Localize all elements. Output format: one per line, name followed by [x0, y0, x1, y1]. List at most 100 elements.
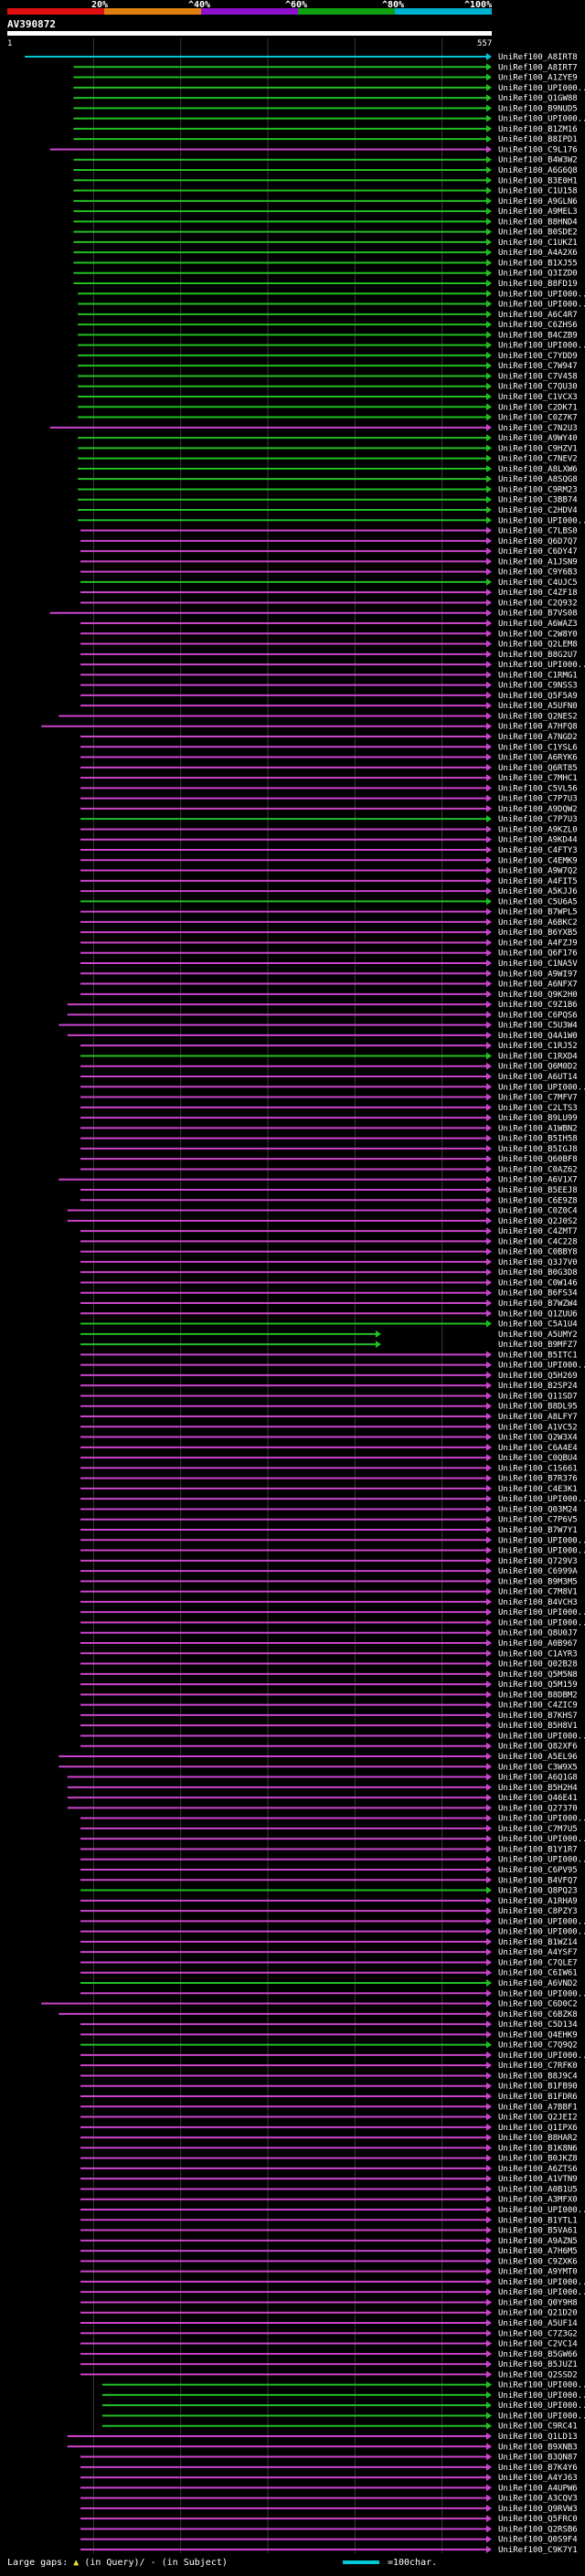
hit-label: UniRef100_Q2LEM8 — [498, 641, 578, 650]
hit-arrow — [486, 1062, 492, 1070]
hit-label: UniRef100_Q5F5A9 — [498, 692, 578, 701]
hit-arrow — [486, 1701, 492, 1709]
hit-label: UniRef100_B8FD19 — [498, 280, 578, 289]
hit-label: UniRef100_Q46E41 — [498, 1794, 578, 1803]
hit-arrow — [486, 1742, 492, 1750]
hit-label: UniRef100_Q2JEI2 — [498, 2114, 578, 2123]
hit-arrow — [486, 300, 492, 308]
hit-arrow — [486, 341, 492, 349]
hit-label: UniRef100_UPI000... — [498, 115, 585, 124]
hit-arrow — [486, 1288, 492, 1297]
hit-label: UniRef100_C0BBY8 — [498, 1248, 578, 1257]
hit-label: UniRef100_UPI000... — [498, 342, 585, 351]
legend-query-label: (in Query)/ — [84, 2558, 145, 2568]
hit-label: UniRef100_B5VA61 — [498, 2227, 578, 2236]
hit-arrow — [486, 1206, 492, 1214]
hit-arrow — [486, 1927, 492, 1935]
hit-label: UniRef100_B0G3D8 — [498, 1268, 578, 1277]
hit-arrow — [486, 1196, 492, 1204]
hit-label: UniRef100_B8DL95 — [498, 1403, 578, 1412]
hit-label: UniRef100_C8PZY3 — [498, 1907, 578, 1916]
hit-label: UniRef100_C7M8V1 — [498, 1588, 578, 1597]
hit-label: UniRef100_B5ITC1 — [498, 1351, 578, 1360]
hit-arrow — [486, 2329, 492, 2337]
hit-label: UniRef100_B1ZM16 — [498, 125, 578, 134]
hit-label: UniRef100_B7WZW4 — [498, 1299, 578, 1309]
hit-arrow — [486, 1155, 492, 1163]
hit-label: UniRef100_B5JUZ1 — [498, 2360, 578, 2369]
hit-arrow — [486, 2164, 492, 2172]
hit-label: UniRef100_B0SDE2 — [498, 228, 578, 238]
hit-arrow — [486, 1773, 492, 1781]
hit-arrow — [486, 2030, 492, 2039]
hit-arrow — [486, 382, 492, 390]
hit-arrow — [486, 2308, 492, 2316]
hit-label: UniRef100_B6YXB5 — [498, 928, 578, 938]
hit-arrow — [486, 825, 492, 833]
hit-label: UniRef100_Q1IPX6 — [498, 2124, 578, 2133]
hit-label: UniRef100_C9RM23 — [498, 485, 578, 494]
hit-arrow — [486, 1618, 492, 1627]
hit-arrow — [486, 145, 492, 154]
scale-segment — [298, 8, 395, 15]
hit-arrow — [486, 928, 492, 937]
hit-label: UniRef100_B1K8N6 — [498, 2144, 578, 2153]
hit-arrow — [486, 1968, 492, 1977]
hit-arrow — [486, 1814, 492, 1822]
hit-arrow — [486, 2175, 492, 2183]
hit-arrow — [486, 2546, 492, 2553]
hit-label: UniRef100_C4UJC5 — [498, 578, 578, 588]
hit-label: UniRef100_C4EMK9 — [498, 856, 578, 865]
hit-arrow — [486, 1907, 492, 1915]
hit-arrow — [486, 1433, 492, 1441]
hit-label: UniRef100_C1RMG1 — [498, 671, 578, 680]
hit-label: UniRef100_A4FIT5 — [498, 877, 578, 886]
hit-label: UniRef100_Q6D7Q7 — [498, 537, 578, 546]
hit-arrow — [486, 702, 492, 710]
hit-label: UniRef100_B7WPL5 — [498, 908, 578, 917]
hit-arrow — [486, 1186, 492, 1193]
hit-arrow — [486, 1299, 492, 1307]
hit-label: UniRef100_A8SQG8 — [498, 475, 578, 484]
hit-label: UniRef100_B5H8V1 — [498, 1722, 578, 1731]
hit-label: UniRef100_A6ZTS6 — [498, 2165, 578, 2174]
hit-arrow — [486, 2257, 492, 2265]
hit-label: UniRef100_A6Q1G8 — [498, 1774, 578, 1783]
hit-arrow — [486, 2093, 492, 2100]
hit-arrow — [486, 2453, 492, 2461]
hit-arrow — [486, 331, 492, 339]
hit-label: UniRef100_UPI000... — [498, 516, 585, 525]
hit-label: UniRef100_C2HDV4 — [498, 506, 578, 515]
scale-tick-label: ^60% — [285, 0, 307, 10]
hit-arrow — [486, 1794, 492, 1802]
hit-label: UniRef100_C7QU30 — [498, 383, 578, 392]
hit-label: UniRef100_C1U158 — [498, 187, 578, 196]
legend-scale-bar — [342, 2560, 379, 2564]
hit-arrow — [486, 1989, 492, 1998]
hit-arrow — [486, 959, 492, 967]
hit-arrow — [486, 1124, 492, 1132]
hit-label: UniRef100_C2VC14 — [498, 2340, 578, 2349]
hit-arrow — [486, 362, 492, 370]
hit-label: UniRef100_A8LXW6 — [498, 465, 578, 474]
hit-arrow — [486, 351, 492, 359]
hit-label: UniRef100_B6FS34 — [498, 1289, 578, 1299]
hit-arrow — [486, 1577, 492, 1585]
hit-label: UniRef100_B1Y1R7 — [498, 1845, 578, 1854]
hit-arrow — [486, 176, 492, 185]
hit-label: UniRef100_A9DQW2 — [498, 805, 578, 814]
hit-label: UniRef100_C7MFV7 — [498, 1094, 578, 1103]
hit-label: UniRef100_C7P7U3 — [498, 815, 578, 824]
hit-label: UniRef100_A6WAZ3 — [498, 620, 578, 629]
hit-arrow — [486, 2422, 492, 2430]
hit-label: UniRef100_A8IRT8 — [498, 53, 578, 62]
hit-arrow — [486, 2062, 492, 2070]
hit-arrow — [486, 1052, 492, 1060]
hit-arrow — [486, 712, 492, 720]
hit-arrow — [486, 1464, 492, 1472]
hit-label: UniRef100_C1RJ52 — [498, 1042, 578, 1051]
hit-label: UniRef100_A3CQV3 — [498, 2495, 578, 2504]
hit-label: UniRef100_UPI000... — [498, 2401, 585, 2411]
hit-label: UniRef100_C5A1U4 — [498, 1320, 578, 1330]
hit-arrow — [486, 1351, 492, 1359]
